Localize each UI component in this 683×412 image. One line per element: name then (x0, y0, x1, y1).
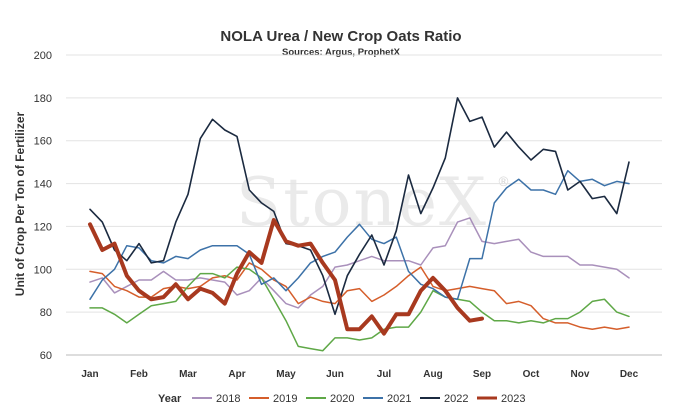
registered-mark: ® (497, 175, 510, 190)
series-line-2020 (89, 266, 630, 352)
legend-label: 2022 (444, 393, 468, 405)
gridlines (66, 54, 662, 356)
series-line-2021 (89, 169, 630, 301)
x-tick-label: May (276, 369, 296, 380)
legend-item-2022[interactable]: 2022 (420, 393, 468, 405)
y-tick-label: 140 (34, 179, 52, 191)
chart-title: NOLA Urea / New Crop Oats Ratio (220, 28, 461, 45)
legend-label: 2018 (216, 393, 240, 405)
y-tick-label: 60 (40, 350, 52, 362)
chart-subtitle: Sources: Argus, ProphetX (282, 47, 401, 58)
x-tick-label: Dec (620, 369, 639, 380)
legend-label: 2021 (387, 393, 411, 405)
series-lines (88, 97, 630, 352)
series-line-2019 (89, 262, 630, 331)
y-axis-label: Unit of Crop Per Ton of Fertilizer (13, 111, 27, 296)
x-tick-label: Jan (81, 369, 98, 380)
x-tick-label: Apr (228, 369, 245, 380)
x-axis-ticks: Jan Feb Mar Apr May Jun Jul Aug Sep Oct Nov Dec (81, 369, 638, 380)
y-tick-label: 160 (34, 136, 52, 148)
legend-label: 2020 (330, 393, 354, 405)
legend-item-2020[interactable]: 2020 (306, 393, 354, 405)
x-tick-label: Jun (326, 369, 344, 380)
legend-title: Year (158, 393, 182, 405)
y-tick-label: 80 (40, 307, 52, 319)
x-tick-label: Mar (179, 369, 197, 380)
stonex-watermark: StoneX (236, 164, 488, 241)
series-line-2022 (89, 97, 630, 316)
legend-label: 2023 (501, 393, 525, 405)
y-tick-label: 100 (34, 264, 52, 276)
x-tick-label: Aug (423, 369, 442, 380)
x-tick-label: Sep (473, 369, 491, 380)
y-tick-label: 120 (34, 221, 52, 233)
x-tick-label: Jul (377, 369, 392, 380)
legend-item-2023[interactable]: 2023 (477, 393, 525, 405)
legend-item-2019[interactable]: 2019 (249, 393, 297, 405)
series-line-2023 (88, 218, 484, 336)
y-tick-label: 180 (34, 93, 52, 105)
legend: Year 2018 2019 2020 2021 2022 2023 (158, 393, 525, 405)
y-axis-ticks: 60 80 100 120 140 160 180 200 (34, 50, 52, 362)
x-tick-label: Nov (571, 369, 590, 380)
x-tick-label: Oct (523, 369, 540, 380)
legend-item-2021[interactable]: 2021 (363, 393, 411, 405)
legend-item-2018[interactable]: 2018 (192, 393, 240, 405)
legend-label: 2019 (273, 393, 297, 405)
x-tick-label: Feb (130, 369, 148, 380)
y-tick-label: 200 (34, 50, 52, 62)
series-line-2018 (89, 217, 630, 309)
